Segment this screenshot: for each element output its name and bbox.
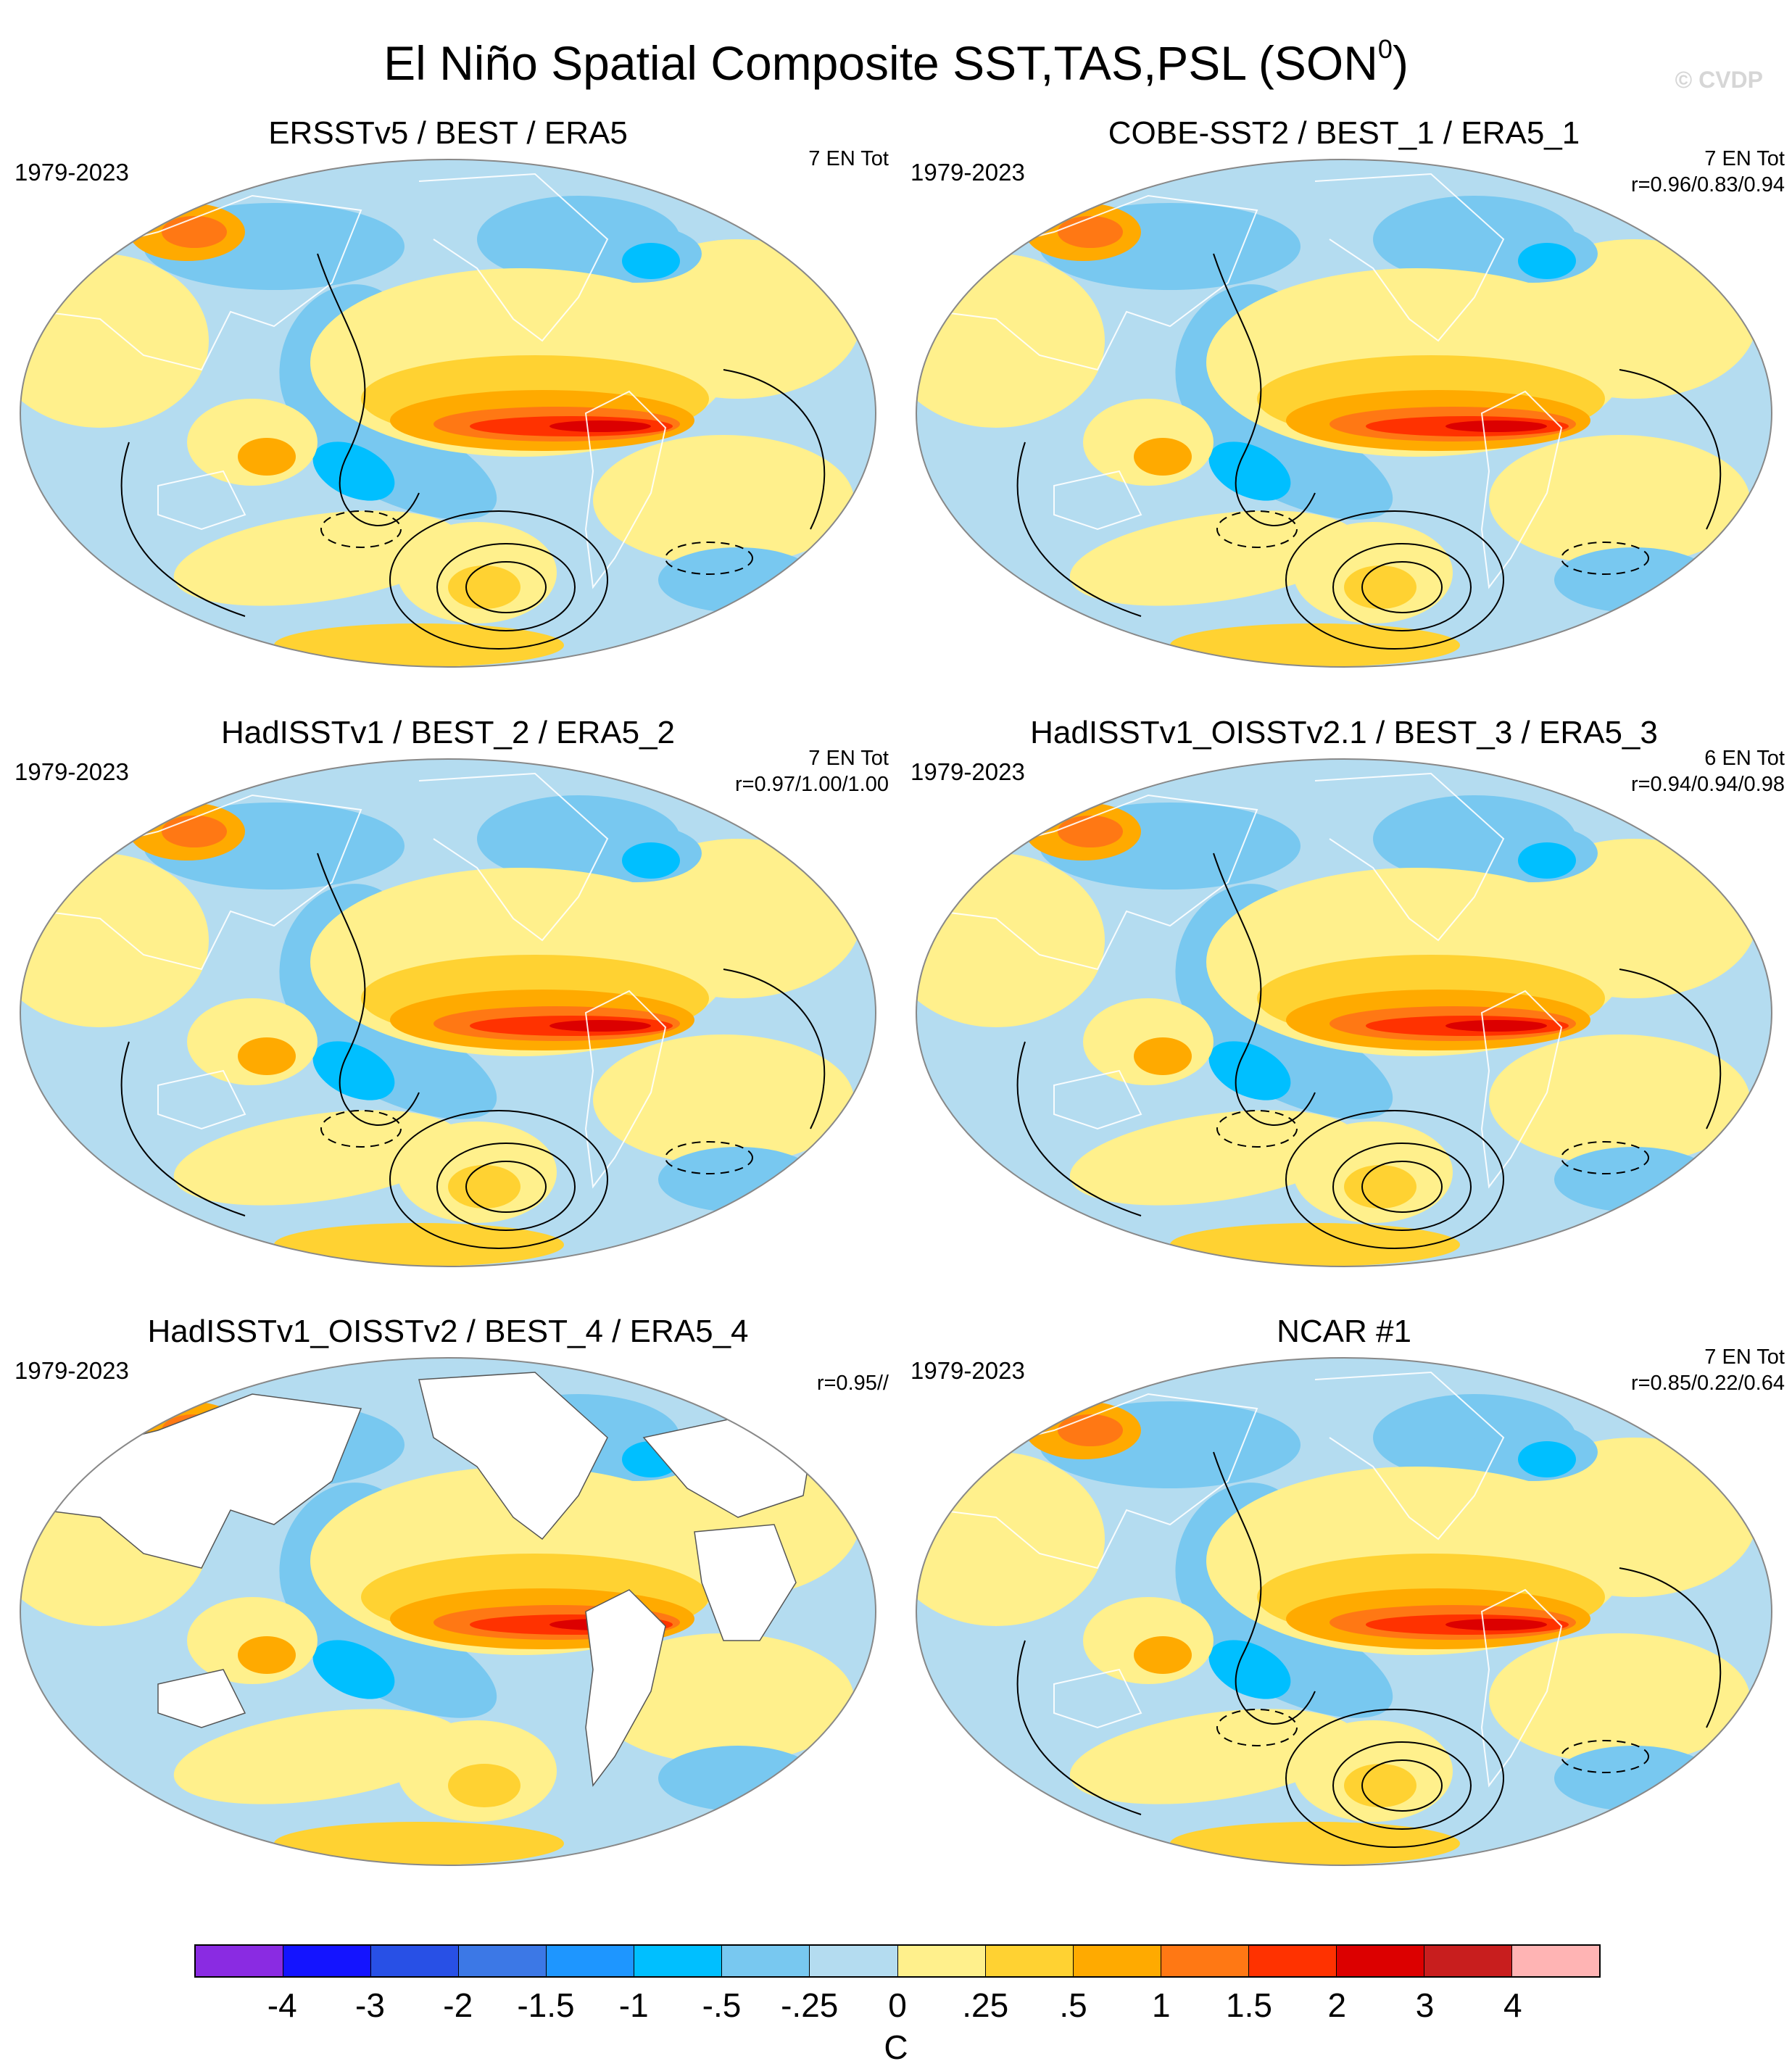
map-field (20, 159, 876, 667)
colorbar-swatch (897, 1946, 986, 1976)
map-panel: COBE-SST2 / BEST_1 / ERA5_1 1979-2023 7 EN… (896, 0, 1792, 668)
panel-years: 1979-2023 (14, 159, 129, 186)
colorbar-tick-label: -.5 (702, 1986, 742, 2024)
map-panel: ERSSTv5 / BEST / ERA5 1979-2023 7 EN Tot (0, 0, 896, 668)
map-border (916, 159, 1772, 668)
coastlines (937, 173, 1563, 589)
colorbar-tick-label: -1.5 (517, 1986, 575, 2024)
colorbar-swatch (547, 1946, 635, 1976)
map-field (20, 759, 876, 1266)
panel-event-count: 7 EN Tot (808, 747, 889, 770)
map-panel: HadISSTv1 / BEST_2 / ERA5_2 1979-2023 7 EN… (0, 600, 896, 1267)
colorbar-swatch (634, 1946, 723, 1976)
panel-correlation: r=0.96/0.83/0.94 (1630, 173, 1785, 196)
panel-correlation: r=0.97/1.00/1.00 (734, 773, 889, 796)
colorbar-swatch (1336, 1946, 1424, 1976)
colorbar-tick-label: 4 (1503, 1986, 1522, 2024)
panel-title: COBE-SST2 / BEST_1 / ERA5_1 (1108, 115, 1580, 151)
map-border (916, 1357, 1772, 1866)
colorbar-tick-label: .25 (962, 1986, 1009, 2024)
colorbar-tick-label: -4 (267, 1986, 297, 2024)
colorbar-tick-label: 2 (1327, 1986, 1347, 2024)
map-field (916, 159, 1772, 667)
colorbar-swatch (1424, 1946, 1512, 1976)
coastlines (41, 173, 667, 589)
colorbar-swatch (985, 1946, 1074, 1976)
colorbar-tick-label: 1.5 (1226, 1986, 1272, 2024)
map-field (916, 1358, 1772, 1865)
panel-event-count: 6 EN Tot (1704, 747, 1785, 770)
panel-title: HadISSTv1 / BEST_2 / ERA5_2 (220, 715, 676, 750)
psl-contours (120, 853, 826, 1249)
psl-contours (1016, 1451, 1722, 1848)
figure-title-text: El Niño Spatial Composite SST,TAS,PSL (S… (383, 36, 1378, 90)
colorbar-swatch (722, 1946, 810, 1976)
colorbar-swatch (1511, 1946, 1599, 1976)
colorbar-tick-label: 3 (1415, 1986, 1435, 2024)
panel-years: 1979-2023 (14, 1357, 129, 1384)
coastlines (937, 772, 1563, 1189)
colorbar-tick-label: 1 (1151, 1986, 1171, 2024)
map-border (916, 758, 1772, 1267)
panel-event-count: 7 EN Tot (1704, 1346, 1785, 1369)
colorbar-tick-label: -.25 (781, 1986, 839, 2024)
colorbar-tick-label: -1 (618, 1986, 649, 2024)
figure-title-close: ) (1392, 36, 1409, 90)
coastlines (41, 772, 667, 1189)
panel-event-count: 7 EN Tot (1704, 147, 1785, 170)
panel-correlation: r=0.94/0.94/0.98 (1630, 773, 1785, 796)
map-border (20, 159, 876, 668)
watermark: © CVDP (1675, 67, 1763, 93)
panel-title: NCAR #1 (1277, 1314, 1411, 1349)
map-field (20, 1358, 876, 1865)
colorbar-swatch (1161, 1946, 1249, 1976)
figure-title-superscript: 0 (1377, 34, 1393, 64)
map-border (20, 758, 876, 1267)
psl-contours (1016, 253, 1722, 650)
colorbar-swatch (371, 1946, 460, 1976)
figure-title: El Niño Spatial Composite SST,TAS,PSL (S… (0, 20, 1792, 92)
panel-years: 1979-2023 (910, 1357, 1025, 1384)
colorbar-swatch (196, 1946, 284, 1976)
panel-correlation: r=0.85/0.22/0.64 (1630, 1372, 1785, 1395)
colorbar-unit: C (884, 2028, 908, 2066)
colorbar-tick-label: -2 (443, 1986, 473, 2024)
psl-contours (120, 253, 826, 650)
psl-contours (1016, 853, 1722, 1249)
colorbar-swatch (1248, 1946, 1337, 1976)
colorbar (194, 1944, 1601, 1978)
colorbar-tick-label: 0 (888, 1986, 907, 2024)
colorbar-swatch (1073, 1946, 1161, 1976)
map-panel: HadISSTv1_OISSTv2.1 / BEST_3 / ERA5_3 197… (896, 600, 1792, 1267)
panel-title: ERSSTv5 / BEST / ERA5 (268, 115, 628, 151)
colorbar-tick-label: -3 (355, 1986, 385, 2024)
colorbar-swatch (283, 1946, 372, 1976)
coastlines (937, 1371, 1563, 1788)
panel-years: 1979-2023 (910, 159, 1025, 186)
map-border (20, 1357, 876, 1866)
map-panel: HadISSTv1_OISSTv2 / BEST_4 / ERA5_4 1979-… (0, 1198, 896, 1866)
panel-title: HadISSTv1_OISSTv2 / BEST_4 / ERA5_4 (147, 1314, 749, 1349)
colorbar-tick-label: .5 (1059, 1986, 1087, 2024)
panel-correlation: r=0.95// (816, 1372, 889, 1395)
colorbar-swatch (459, 1946, 547, 1976)
panel-title: HadISSTv1_OISSTv2.1 / BEST_3 / ERA5_3 (1030, 715, 1658, 750)
colorbar-swatch (810, 1946, 898, 1976)
map-field (916, 759, 1772, 1266)
panel-years: 1979-2023 (910, 758, 1025, 785)
panel-years: 1979-2023 (14, 758, 129, 785)
panel-event-count: 7 EN Tot (808, 147, 889, 170)
land-mask (41, 1372, 811, 1787)
map-panel: NCAR #1 1979-2023 7 EN Tot r=0.85/0.22/0.64 (896, 1198, 1792, 1866)
